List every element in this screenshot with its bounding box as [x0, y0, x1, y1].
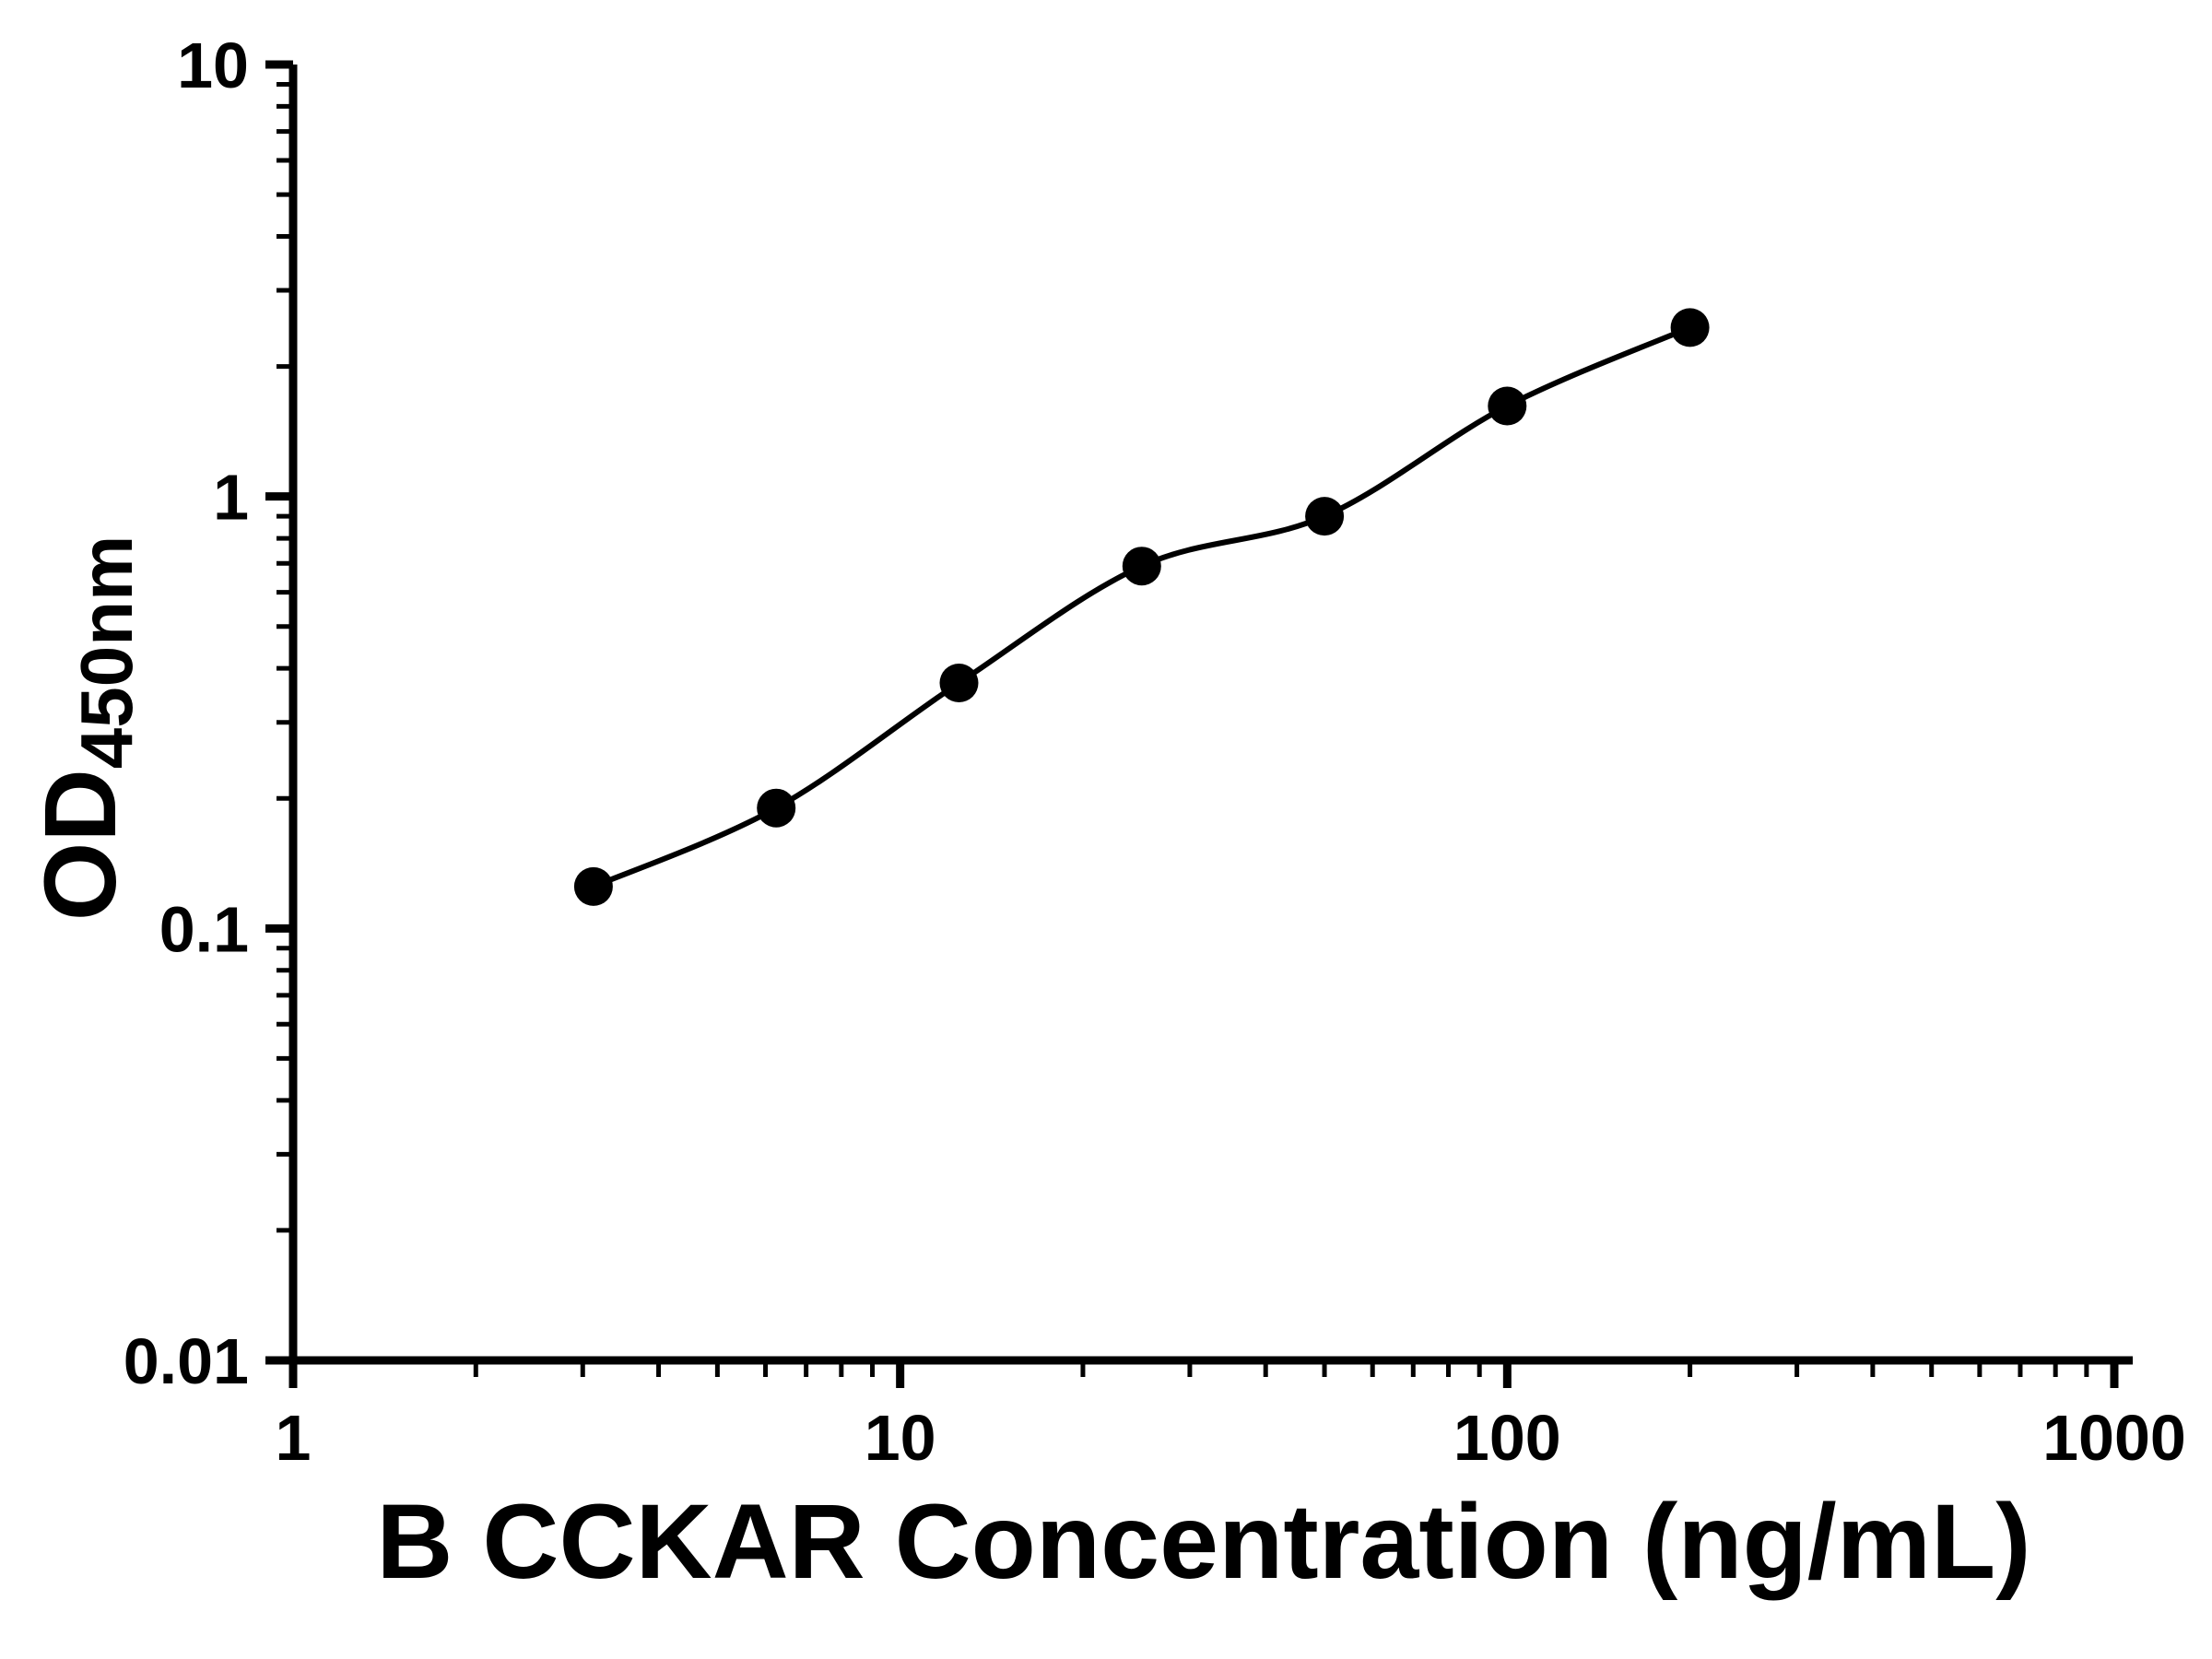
x-tick-label: 10	[865, 1402, 936, 1474]
y-tick-label: 1	[213, 462, 249, 534]
y-tick-label: 0.1	[159, 893, 249, 965]
y-tick-label: 10	[177, 29, 249, 101]
y-axis-title: OD450nm	[24, 535, 147, 921]
axes	[288, 65, 2133, 1365]
x-axis-title: B CCKAR Concentration (ng/mL)	[376, 1483, 2030, 1601]
data-point	[1488, 386, 1527, 426]
data-point	[1670, 308, 1710, 347]
x-tick-label: 100	[1453, 1402, 1561, 1474]
x-tick-label: 1000	[2042, 1402, 2186, 1474]
data-point	[1305, 497, 1345, 536]
data-point	[573, 866, 613, 906]
y-tick-label: 0.01	[124, 1325, 249, 1397]
data-point	[757, 788, 796, 828]
data-point	[1122, 547, 1161, 586]
y-axis-title-subscript: 450nm	[65, 535, 147, 769]
data-point	[939, 664, 979, 702]
x-tick-label: 1	[276, 1402, 312, 1474]
